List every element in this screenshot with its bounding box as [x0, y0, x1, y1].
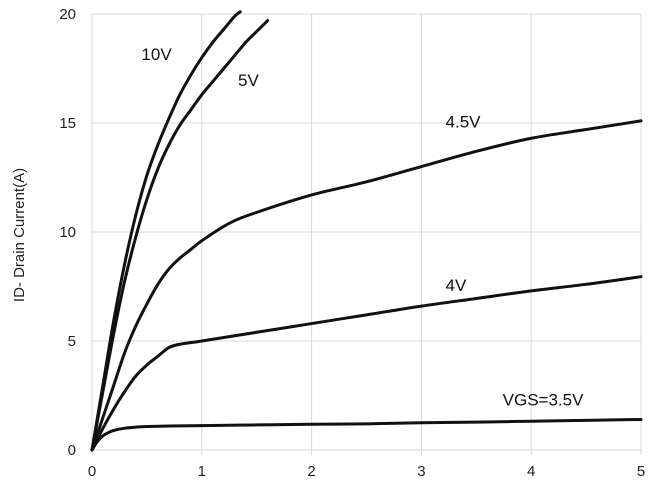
series-label: 5V [238, 71, 259, 90]
y-tick-label: 20 [59, 6, 76, 23]
x-tick-label: 4 [527, 463, 535, 480]
x-tick-label: 0 [88, 463, 96, 480]
series-labels: 10V 5V 4.5V 4V VGS=3.5V [141, 45, 584, 410]
series-lines [90, 10, 643, 452]
grid [91, 13, 642, 451]
series-label: 10V [141, 45, 172, 64]
series-line-4v [90, 275, 643, 452]
series-label: VGS=3.5V [503, 390, 584, 409]
y-axis-title: ID- Drain Current(A) [11, 168, 28, 302]
tick-labels: 0 5 10 15 20 0 1 2 3 4 5 [59, 6, 645, 480]
series-label: 4.5V [446, 112, 482, 131]
x-tick-label: 5 [637, 463, 645, 480]
x-tick-label: 1 [198, 463, 206, 480]
x-tick-label: 3 [417, 463, 425, 480]
series-label: 4V [446, 276, 467, 295]
series-line-vgs-3-5v [90, 417, 643, 452]
axes [91, 14, 642, 455]
y-tick-label: 15 [59, 115, 76, 132]
y-tick-label: 5 [68, 333, 76, 350]
series-line-5v [90, 19, 270, 452]
y-tick-label: 0 [68, 442, 76, 459]
series-line-4-5v [90, 119, 643, 452]
x-tick-label: 2 [307, 463, 315, 480]
y-tick-label: 10 [59, 224, 76, 241]
series-line-10v [90, 10, 242, 452]
